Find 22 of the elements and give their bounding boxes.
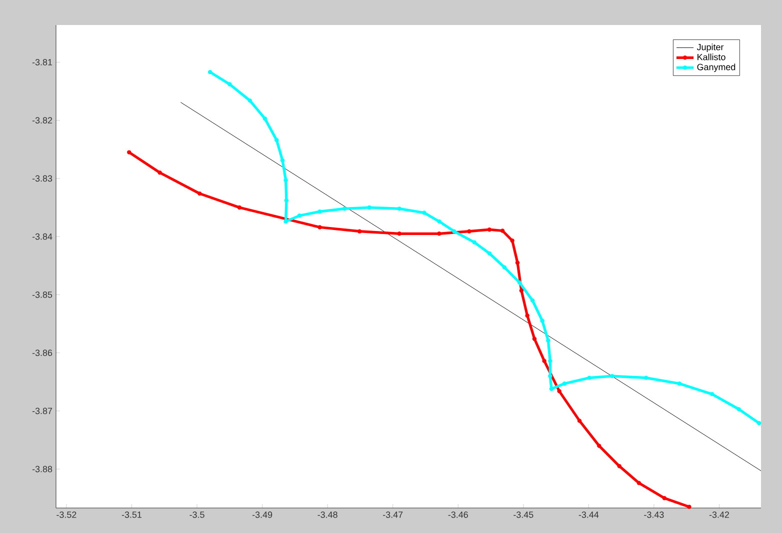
y-tick-label: -3.88: [32, 466, 52, 472]
x-tick-label: -3.45: [514, 512, 534, 518]
x-tick-label: -3.47: [383, 512, 403, 518]
legend-label: Jupiter: [696, 44, 724, 52]
x-tick-label: -3.44: [578, 512, 599, 518]
x-tick-label: -3.43: [644, 512, 664, 518]
x-tick-label: -3.51: [122, 512, 142, 518]
y-tick-label: -3.83: [32, 175, 52, 182]
x-tick-label: -3.48: [318, 512, 338, 518]
y-tick-label: -3.87: [32, 408, 52, 414]
x-tick-label: -3.49: [252, 512, 272, 518]
y-tick-label: -3.81: [32, 59, 52, 66]
legend-label: Kallisto: [698, 54, 726, 60]
y-tick-label: -3.84: [32, 233, 52, 240]
x-tick-label: -3.5: [190, 512, 204, 518]
y-tick-label: -3.82: [32, 117, 52, 124]
x-tick-label: -3.52: [56, 512, 76, 518]
y-tick-label: -3.86: [32, 350, 52, 356]
legend-label: Ganymed: [697, 64, 736, 72]
x-tick-label: -3.46: [448, 512, 468, 518]
y-tick-label: -3.85: [32, 292, 52, 298]
x-tick-label: -3.42: [709, 512, 729, 518]
